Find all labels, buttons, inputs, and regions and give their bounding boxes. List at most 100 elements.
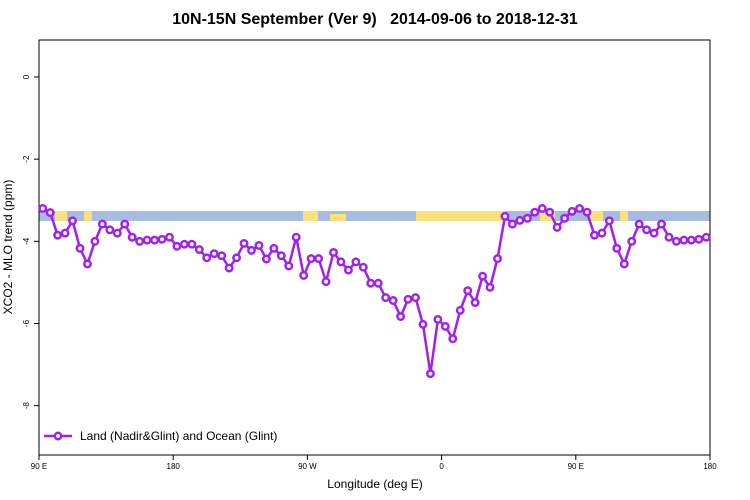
- data-point: [440, 321, 450, 331]
- data-point: [321, 277, 331, 287]
- land-strip: [84, 211, 92, 221]
- data-point: [343, 265, 353, 275]
- data-point: [224, 263, 234, 273]
- data-point: [649, 228, 659, 238]
- data-point: [672, 236, 681, 246]
- data-point: [425, 369, 435, 379]
- data-point: [172, 241, 182, 251]
- land-strip: [303, 211, 318, 221]
- data-point: [291, 232, 301, 242]
- data-point: [299, 270, 309, 280]
- data-point: [202, 253, 212, 263]
- data-point: [351, 257, 361, 267]
- data-point: [567, 206, 577, 216]
- data-point: [135, 236, 145, 246]
- y-tick-label: 0: [22, 74, 31, 79]
- data-point: [701, 232, 711, 242]
- data-point: [38, 204, 48, 213]
- data-point: [75, 243, 85, 253]
- data-point: [90, 236, 100, 246]
- data-point: [396, 312, 406, 321]
- data-point: [515, 215, 525, 225]
- data-point: [366, 278, 376, 288]
- x-tick-label: 90 W: [298, 462, 317, 471]
- data-point: [545, 207, 555, 217]
- data-point: [68, 216, 78, 226]
- land-strip: [416, 211, 506, 221]
- data-point: [627, 236, 637, 246]
- land-strip: [330, 214, 346, 221]
- data-point: [381, 293, 391, 303]
- data-point: [418, 319, 428, 329]
- data-point: [604, 216, 614, 226]
- data-point: [634, 219, 644, 229]
- data-point: [336, 257, 346, 267]
- data-point: [612, 243, 622, 253]
- data-point: [522, 213, 532, 223]
- data-point: [686, 235, 696, 245]
- data-point: [463, 286, 473, 296]
- data-point: [284, 261, 294, 271]
- land-strip: [590, 211, 603, 221]
- data-point: [306, 254, 316, 264]
- data-point: [187, 239, 197, 249]
- data-point: [589, 230, 599, 240]
- y-tick-label: -8: [22, 402, 31, 410]
- data-point: [247, 245, 256, 255]
- data-point: [60, 228, 70, 238]
- data-point: [478, 271, 488, 281]
- data-point: [142, 235, 152, 245]
- data-point: [209, 249, 219, 259]
- data-point: [120, 219, 130, 229]
- x-tick-label: 180: [703, 462, 717, 471]
- data-point: [493, 254, 502, 264]
- data-point: [455, 305, 465, 315]
- data-point: [582, 207, 592, 217]
- data-point: [597, 228, 607, 238]
- data-point: [388, 296, 398, 305]
- land-strip: [55, 211, 67, 221]
- x-tick-label: 90 E: [31, 462, 47, 471]
- x-tick-label: 0: [439, 462, 444, 471]
- plot-frame: [38, 39, 711, 456]
- data-point: [83, 259, 92, 269]
- data-point: [194, 245, 204, 255]
- data-point: [329, 247, 338, 257]
- data-point: [53, 230, 63, 240]
- series-line: [42, 207, 707, 374]
- data-point: [403, 294, 413, 304]
- data-point: [179, 239, 189, 249]
- data-point: [560, 213, 570, 223]
- data-point: [679, 235, 689, 245]
- y-tick-label: -2: [22, 155, 31, 163]
- data-point: [45, 208, 55, 218]
- data-point: [239, 238, 249, 248]
- data-point: [150, 235, 160, 245]
- data-point: [619, 259, 629, 269]
- data-point: [664, 232, 674, 242]
- data-point: [254, 240, 264, 250]
- y-tick-label: -4: [22, 237, 31, 245]
- data-point: [314, 254, 324, 264]
- data-point: [552, 222, 562, 232]
- data-point: [642, 225, 652, 235]
- data-point: [485, 282, 495, 292]
- data-point: [276, 251, 286, 261]
- data-point: [694, 234, 704, 244]
- data-point: [358, 262, 368, 272]
- y-tick-label: -6: [22, 319, 31, 327]
- data-point: [411, 293, 420, 303]
- data-point: [433, 314, 443, 324]
- legend-label: Land (Nadir&Glint) and Ocean (Glint): [80, 429, 277, 443]
- data-point: [217, 251, 227, 261]
- data-point: [112, 228, 122, 238]
- data-point: [157, 234, 167, 244]
- data-point: [657, 219, 666, 229]
- data-point: [537, 204, 547, 213]
- x-tick-label: 90 E: [568, 462, 584, 471]
- data-point: [165, 232, 174, 242]
- x-tick-label: 180: [167, 462, 181, 471]
- ocean-strip: [39, 211, 710, 221]
- data-point: [500, 211, 510, 221]
